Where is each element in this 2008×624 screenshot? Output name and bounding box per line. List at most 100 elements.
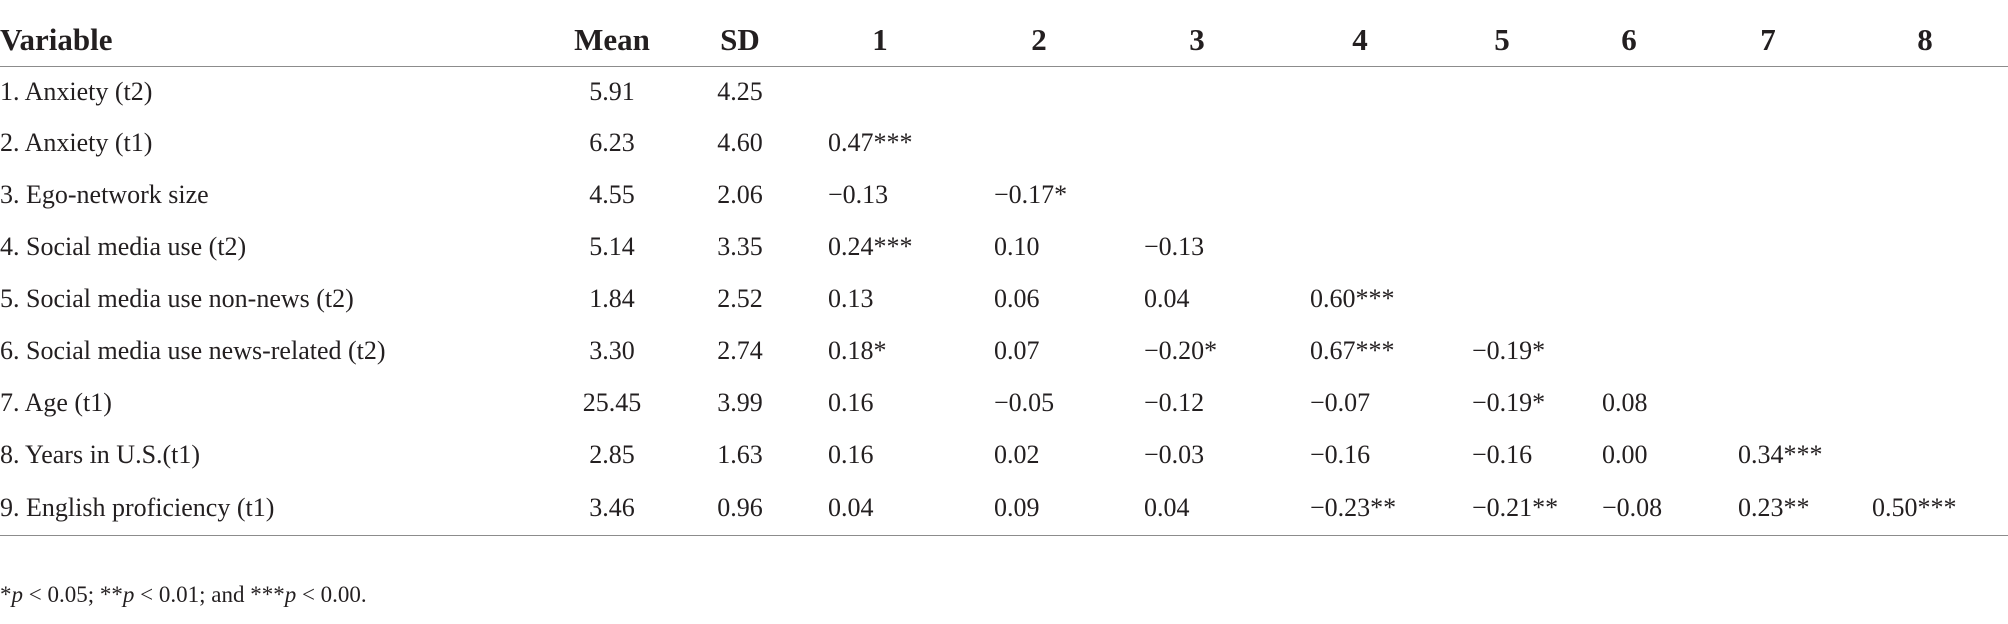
header-col-2: 2 (964, 14, 1114, 67)
cell-corr-2: 0.09 (964, 481, 1114, 536)
header-col-4: 4 (1280, 14, 1440, 67)
cell-corr-5 (1440, 169, 1564, 221)
cell-sd: 1.63 (717, 440, 763, 469)
cell-corr-8: 0.50*** (1842, 481, 2008, 536)
cell-corr-2: 0.06 (994, 284, 1040, 313)
cell-corr-6: 0.08 (1602, 388, 1648, 417)
cell-corr-1: 0.24*** (828, 232, 913, 261)
cell-corr-4 (1280, 169, 1440, 221)
cell-corr-1: 0.18* (828, 336, 887, 365)
footnote-threshold-2: < 0.01; and (134, 582, 251, 607)
cell-corr-4: −0.23** (1280, 481, 1440, 536)
cell-mean: 5.91 (589, 77, 635, 106)
footnote-p-1: p (11, 582, 24, 607)
cell-corr-5 (1440, 67, 1564, 118)
cell-corr-5 (1440, 273, 1564, 325)
cell-variable: 5. Social media use non-news (t2) (0, 284, 354, 313)
cell-variable: 9. English proficiency (t1) (0, 481, 540, 536)
cell-corr-6: 0.00 (1602, 440, 1648, 469)
cell-sd: 2.06 (717, 180, 763, 209)
cell-corr-4 (1280, 67, 1440, 118)
cell-corr-7: 0.23** (1694, 481, 1842, 536)
table-row: 5. Social media use non-news (t2) 1.84 2.5… (0, 273, 2008, 325)
table-row: 9. English proficiency (t1) 3.46 0.96 0.04 0… (0, 481, 2008, 536)
cell-corr-3: −0.13 (1144, 232, 1205, 261)
table-row: 3. Ego-network size 4.55 2.06 −0.13 −0.17* (0, 169, 2008, 221)
cell-corr-6 (1564, 67, 1694, 118)
footnote: *p < 0.05; **p < 0.01; and ***p < 0.00. (0, 582, 367, 608)
cell-corr-1: 0.16 (828, 388, 874, 417)
table-row: 8. Years in U.S.(t1) 2.85 1.63 0.16 0.02 −0.0… (0, 429, 2008, 481)
header-row: Variable Mean SD 1 2 3 4 5 6 7 8 (0, 14, 2008, 67)
header-col-5: 5 (1440, 14, 1564, 67)
cell-corr-8 (1842, 273, 2008, 325)
cell-corr-1: −0.13 (828, 180, 889, 209)
cell-corr-7 (1694, 273, 1842, 325)
footnote-star-2: ** (99, 582, 123, 607)
footnote-threshold-1: < 0.05; (23, 582, 100, 607)
cell-variable: 4. Social media use (t2) (0, 232, 247, 261)
cell-corr-7 (1694, 67, 1842, 118)
cell-corr-2 (964, 67, 1114, 118)
footnote-p-3: p (284, 582, 297, 607)
cell-corr-3: −0.20* (1144, 336, 1218, 365)
header-mean: Mean (540, 14, 684, 67)
cell-corr-2 (964, 117, 1114, 169)
header-variable: Variable (0, 14, 540, 67)
cell-corr-7 (1694, 117, 1842, 169)
cell-corr-3 (1114, 169, 1280, 221)
cell-corr-8 (1842, 221, 2008, 273)
cell-corr-5: −0.19* (1472, 388, 1546, 417)
cell-corr-8 (1842, 325, 2008, 377)
table-row: 7. Age (t1) 25.45 3.99 0.16 −0.05 −0.12 −0.07 −… (0, 377, 2008, 429)
cell-sd: 0.96 (684, 481, 796, 536)
header-col-7: 7 (1694, 14, 1842, 67)
footnote-p-2: p (122, 582, 135, 607)
cell-mean: 1.84 (589, 284, 635, 313)
cell-corr-1 (796, 67, 964, 118)
cell-corr-2: −0.17* (994, 180, 1068, 209)
cell-mean: 6.23 (589, 128, 635, 157)
header-col-8: 8 (1842, 14, 2008, 67)
cell-corr-4: 0.60*** (1310, 284, 1395, 313)
cell-variable: 2. Anxiety (t1) (0, 128, 153, 157)
cell-corr-2: 0.10 (994, 232, 1040, 261)
cell-corr-5: −0.16 (1472, 440, 1533, 469)
cell-corr-6 (1564, 221, 1694, 273)
cell-sd: 4.25 (717, 77, 763, 106)
header-col-3: 3 (1114, 14, 1280, 67)
cell-corr-7 (1694, 169, 1842, 221)
cell-corr-3: −0.12 (1144, 388, 1205, 417)
cell-corr-5 (1440, 117, 1564, 169)
cell-corr-4: 0.67*** (1310, 336, 1395, 365)
cell-corr-1: 0.13 (828, 284, 874, 313)
cell-sd: 4.60 (717, 128, 763, 157)
cell-sd: 3.99 (717, 388, 763, 417)
cell-variable: 1. Anxiety (t2) (0, 77, 153, 106)
correlation-table: Variable Mean SD 1 2 3 4 5 6 7 8 1. Anxi… (0, 14, 2008, 536)
cell-mean: 3.46 (540, 481, 684, 536)
cell-corr-8 (1842, 117, 2008, 169)
cell-corr-7: 0.34*** (1738, 440, 1823, 469)
cell-corr-7 (1694, 325, 1842, 377)
cell-corr-6 (1564, 325, 1694, 377)
cell-corr-2: 0.07 (994, 336, 1040, 365)
cell-corr-2: −0.05 (994, 388, 1055, 417)
cell-corr-6 (1564, 169, 1694, 221)
header-sd: SD (684, 14, 796, 67)
cell-corr-6 (1564, 117, 1694, 169)
cell-mean: 2.85 (589, 440, 635, 469)
cell-sd: 3.35 (717, 232, 763, 261)
cell-corr-4 (1280, 221, 1440, 273)
table-row: 1. Anxiety (t2) 5.91 4.25 (0, 67, 2008, 118)
cell-corr-1: 0.04 (796, 481, 964, 536)
table-row: 2. Anxiety (t1) 6.23 4.60 0.47*** (0, 117, 2008, 169)
cell-corr-8 (1842, 169, 2008, 221)
cell-corr-3: 0.04 (1144, 284, 1190, 313)
cell-corr-3: 0.04 (1114, 481, 1280, 536)
cell-corr-1: 0.16 (828, 440, 874, 469)
cell-corr-3 (1114, 67, 1280, 118)
cell-corr-2: 0.02 (994, 440, 1040, 469)
cell-variable: 3. Ego-network size (0, 180, 209, 209)
cell-corr-5 (1440, 221, 1564, 273)
